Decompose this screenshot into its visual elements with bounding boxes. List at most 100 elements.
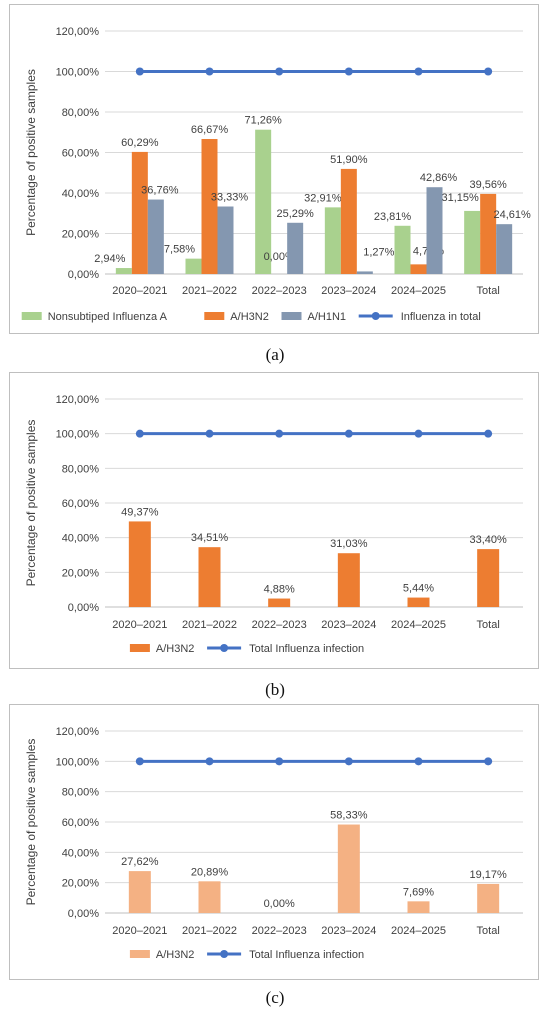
data-label: 27,62% xyxy=(121,856,159,868)
y-axis-label: Percentage of positive samples xyxy=(24,420,38,587)
legend-swatch xyxy=(129,950,150,958)
legend-label: Total Influenza infection xyxy=(249,949,364,961)
bar xyxy=(426,187,443,274)
y-tick-label: 100,00% xyxy=(56,67,100,79)
caption-b: (b) xyxy=(265,680,285,699)
y-tick-label: 60,00% xyxy=(62,498,100,510)
line-point xyxy=(275,429,284,438)
line-point xyxy=(275,757,284,766)
x-tick-label: 2022–2023 xyxy=(252,619,307,631)
line-point xyxy=(484,67,493,76)
line-point xyxy=(205,429,214,438)
x-tick-label: 2024–2025 xyxy=(391,925,446,937)
bar xyxy=(340,168,357,274)
y-tick-label: 120,00% xyxy=(56,726,100,738)
data-label: 20,89% xyxy=(191,866,229,878)
legend-swatch xyxy=(281,312,302,320)
data-label: 24,61% xyxy=(494,209,532,221)
data-label: 51,90% xyxy=(330,154,368,166)
y-axis-label: Percentage of positive samples xyxy=(24,69,38,236)
line-point xyxy=(205,757,214,766)
y-axis-label: Percentage of positive samples xyxy=(24,739,38,906)
x-tick-label: 2021–2022 xyxy=(182,925,237,937)
line-point xyxy=(205,67,214,76)
legend-label: Nonsubtiped Influenza A xyxy=(48,311,168,323)
bar xyxy=(287,222,304,274)
legend-label: A/H3N2 xyxy=(230,311,269,323)
y-tick-label: 40,00% xyxy=(62,847,100,859)
line-point xyxy=(414,757,423,766)
chart-b: 0,00% 20,00% 40,00% 60,00% 80,00% 100,00% 120,… xyxy=(9,372,539,669)
data-label: 34,51% xyxy=(191,532,229,544)
line-point xyxy=(344,67,353,76)
x-tick-label: 2020–2021 xyxy=(112,285,167,297)
y-tick-label: 80,00% xyxy=(62,107,100,119)
data-label: 23,81% xyxy=(374,211,412,223)
chart-panel-a: 0,00% 20,00% 40,00% 60,00% 80,00% 100,00% 120,… xyxy=(9,4,539,334)
legend-label: A/H1N1 xyxy=(308,311,347,323)
legend-swatch xyxy=(21,312,42,320)
data-label: 31,15% xyxy=(442,192,480,204)
chart-panel-c: 0,00% 20,00% 40,00% 60,00% 80,00% 100,00% 120,… xyxy=(9,704,539,980)
line-point xyxy=(275,67,284,76)
x-tick-label: 2021–2022 xyxy=(182,285,237,297)
bar xyxy=(464,210,481,274)
y-tick-label: 20,00% xyxy=(62,567,100,579)
bar xyxy=(324,207,341,274)
bar xyxy=(356,271,373,274)
x-tick-label: 2023–2024 xyxy=(321,285,376,297)
chart-frame xyxy=(9,704,539,980)
line-point xyxy=(484,429,493,438)
legend-marker xyxy=(220,950,229,958)
data-label: 5,44% xyxy=(403,583,434,595)
data-label: 25,29% xyxy=(277,208,315,220)
bar xyxy=(198,881,221,913)
chart-c: 0,00% 20,00% 40,00% 60,00% 80,00% 100,00% 120,… xyxy=(9,704,539,980)
legend-swatch xyxy=(204,312,225,320)
data-label: 0,00% xyxy=(264,898,295,910)
y-tick-label: 100,00% xyxy=(56,756,100,768)
data-label: 66,67% xyxy=(191,124,229,136)
bar xyxy=(496,224,513,274)
line-point xyxy=(484,757,493,766)
data-label: 42,86% xyxy=(420,172,458,184)
y-tick-label: 80,00% xyxy=(62,463,100,475)
legend-swatch xyxy=(129,644,150,652)
y-tick-label: 20,00% xyxy=(62,878,100,890)
x-tick-label: Total xyxy=(477,285,500,297)
bar xyxy=(477,883,500,913)
data-label: 60,29% xyxy=(121,137,159,149)
bar xyxy=(128,871,151,913)
x-tick-label: 2021–2022 xyxy=(182,619,237,631)
x-tick-label: 2022–2023 xyxy=(252,285,307,297)
data-label: 7,69% xyxy=(403,886,434,898)
legend-label: Total Influenza infection xyxy=(249,643,364,655)
y-tick-label: 0,00% xyxy=(68,602,99,614)
y-tick-label: 0,00% xyxy=(68,269,99,281)
y-tick-label: 40,00% xyxy=(62,188,100,200)
bar xyxy=(337,553,360,607)
bar xyxy=(337,824,360,913)
data-label: 39,56% xyxy=(470,179,508,191)
legend-marker xyxy=(220,644,229,652)
caption-c: (c) xyxy=(265,988,285,1007)
line-point xyxy=(344,757,353,766)
line-point xyxy=(414,67,423,76)
x-tick-label: 2023–2024 xyxy=(321,619,376,631)
x-tick-label: 2020–2021 xyxy=(112,619,167,631)
caption-a: (a) xyxy=(265,345,285,364)
y-tick-label: 60,00% xyxy=(62,817,100,829)
data-label: 33,40% xyxy=(470,534,508,546)
bar xyxy=(115,268,132,274)
data-label: 7,58% xyxy=(164,244,195,256)
legend-label: A/H3N2 xyxy=(156,643,195,655)
bar xyxy=(128,521,151,607)
legend-label: Influenza in total xyxy=(401,311,481,323)
bar xyxy=(147,199,164,274)
y-tick-label: 20,00% xyxy=(62,229,100,241)
data-label: 4,88% xyxy=(264,584,295,596)
data-label: 0,00% xyxy=(264,251,295,263)
data-label: 71,26% xyxy=(245,115,283,127)
y-tick-label: 120,00% xyxy=(56,26,100,38)
chart-frame xyxy=(9,4,539,334)
